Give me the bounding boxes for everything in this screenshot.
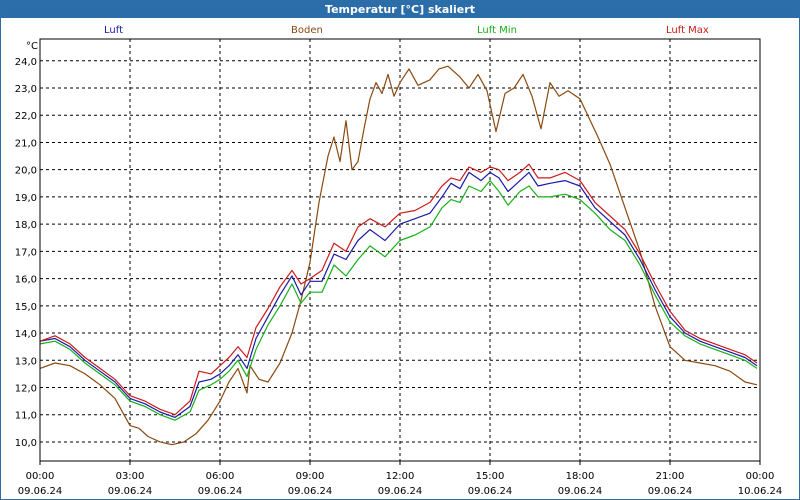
x-tick-date: 09.06.24 xyxy=(18,486,63,497)
window-title: Temperatur [°C] skaliert xyxy=(1,1,799,18)
x-tick-time: 06:00 xyxy=(206,471,235,482)
plot-border xyxy=(39,38,761,462)
y-tick-label: 19,0 xyxy=(15,193,37,204)
x-tick-time: 09:00 xyxy=(296,471,325,482)
y-tick-label: 18,0 xyxy=(15,220,37,231)
y-tick-label: 20,0 xyxy=(15,166,37,177)
series-line-boden xyxy=(39,65,758,446)
x-tick-time: 00:00 xyxy=(26,471,55,482)
x-tick-time: 12:00 xyxy=(386,471,415,482)
x-tick-date: 09.06.24 xyxy=(378,486,423,497)
series xyxy=(39,65,758,446)
x-tick-date: 09.06.24 xyxy=(648,486,693,497)
legend-luft: Luft xyxy=(104,25,123,36)
x-tick-date: 10.06.24 xyxy=(738,486,783,497)
x-tick-time: 03:00 xyxy=(116,471,145,482)
y-tick-label: 10,0 xyxy=(15,438,37,449)
y-tick-label: 11,0 xyxy=(15,411,37,422)
y-tick-label: 14,0 xyxy=(15,329,37,340)
grid xyxy=(39,39,761,465)
y-tick-label: 12,0 xyxy=(15,383,37,394)
x-tick-time: 21:00 xyxy=(656,471,685,482)
legend-luft-max: Luft Max xyxy=(666,25,709,36)
x-tick-date: 09.06.24 xyxy=(288,486,333,497)
y-axis-unit-label: °C xyxy=(26,41,38,52)
y-tick-label: 21,0 xyxy=(15,138,37,149)
x-tick-date: 09.06.24 xyxy=(468,486,513,497)
x-tick-time: 00:00 xyxy=(746,471,775,482)
x-tick-date: 09.06.24 xyxy=(558,486,603,497)
y-tick-label: 13,0 xyxy=(15,356,37,367)
y-tick-label: 17,0 xyxy=(15,247,37,258)
x-tick-time: 18:00 xyxy=(566,471,595,482)
y-tick-label: 15,0 xyxy=(15,302,37,313)
legend-luft-min: Luft Min xyxy=(477,25,517,36)
x-tick-date: 09.06.24 xyxy=(198,486,243,497)
series-line-luft-min xyxy=(39,180,758,421)
y-tick-label: 23,0 xyxy=(15,84,37,95)
series-line-luft-max xyxy=(39,163,758,416)
y-tick-label: 22,0 xyxy=(15,111,37,122)
x-tick-time: 15:00 xyxy=(476,471,505,482)
y-tick-label: 16,0 xyxy=(15,275,37,286)
series-line-luft xyxy=(39,171,758,418)
x-tick-date: 09.06.24 xyxy=(108,486,153,497)
tick-labels: 10,0 11,0 12,0 13,0 14,0 15,0 16,0 17,0 18,0 19,0… xyxy=(15,57,783,497)
legend-boden: Boden xyxy=(291,25,323,36)
y-tick-label: 24,0 xyxy=(15,57,37,68)
